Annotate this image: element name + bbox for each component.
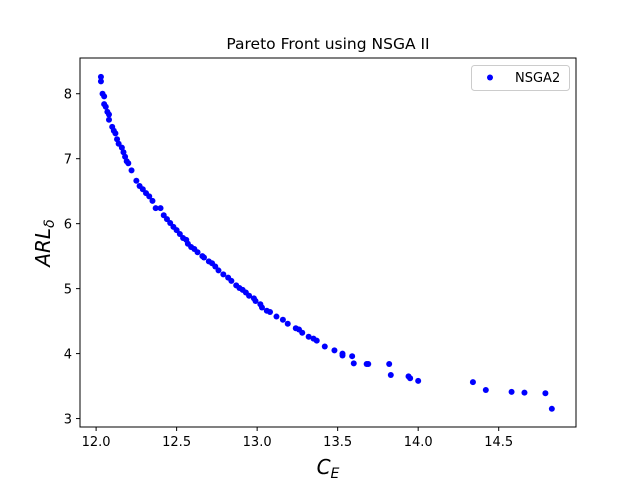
y-axis-label-main: ARL: [31, 228, 55, 269]
data-point: [122, 153, 129, 160]
legend-label: NSGA2: [515, 71, 560, 86]
data-point: [350, 360, 357, 367]
chart-title: Pareto Front using NSGA II: [226, 35, 429, 53]
x-tick-label: 13.0: [243, 435, 272, 450]
data-point: [321, 343, 328, 350]
data-point: [548, 405, 555, 412]
legend: NSGA2: [471, 65, 570, 91]
y-tick-label: 7: [64, 153, 72, 168]
data-point: [105, 111, 112, 118]
data-point: [201, 254, 207, 261]
data-point: [331, 347, 338, 354]
y-axis-ticks: 3 4 5 6 7 8: [64, 88, 80, 428]
data-point: [415, 377, 422, 384]
data-point: [284, 320, 291, 327]
data-point: [133, 177, 140, 184]
data-point: [246, 292, 253, 299]
data-point: [157, 205, 164, 212]
plot-frame: [79, 57, 577, 428]
data-point: [112, 130, 119, 137]
x-axis-label-main: C: [317, 455, 331, 479]
data-point: [194, 249, 201, 256]
x-tick-label: 14.5: [484, 435, 513, 450]
data-point: [152, 205, 159, 212]
x-axis-label-sub: E: [331, 466, 340, 480]
y-tick-label: 5: [64, 283, 72, 298]
y-axis-label: ARLδ: [31, 219, 58, 268]
data-point: [128, 167, 135, 174]
data-points: [97, 73, 555, 412]
data-point: [220, 271, 227, 278]
y-axis-label-sub: δ: [42, 219, 58, 228]
data-point: [97, 73, 104, 80]
data-point: [102, 103, 109, 110]
data-point: [482, 386, 489, 393]
data-point: [114, 136, 121, 143]
x-tick-label: 12.5: [162, 435, 191, 450]
data-point: [508, 388, 515, 395]
y-tick-label: 4: [64, 348, 72, 363]
data-point: [386, 360, 393, 367]
x-tick-label: 14.0: [404, 435, 433, 450]
y-tick-label: 8: [64, 88, 72, 103]
data-point: [252, 297, 259, 304]
data-point: [273, 313, 280, 320]
x-axis-label: CE: [317, 455, 340, 480]
data-point: [407, 375, 414, 382]
data-point: [118, 144, 125, 151]
y-tick-label: 3: [64, 413, 72, 428]
data-point: [349, 353, 356, 360]
data-point: [215, 267, 222, 274]
data-point: [149, 197, 156, 204]
x-tick-label: 12.0: [82, 435, 111, 450]
data-point: [521, 389, 528, 396]
legend-box: [471, 65, 570, 91]
data-point: [387, 372, 394, 379]
y-tick-label: 6: [64, 218, 72, 233]
data-point: [146, 193, 153, 200]
data-point: [105, 116, 112, 123]
data-point: [305, 333, 312, 340]
data-point: [469, 379, 476, 386]
x-tick-label: 13.5: [323, 435, 352, 450]
data-point: [339, 352, 346, 359]
data-point: [279, 316, 286, 323]
data-point: [299, 329, 306, 336]
data-point: [101, 93, 108, 100]
data-point: [120, 149, 127, 156]
data-point: [125, 160, 132, 167]
legend-marker: [487, 74, 493, 81]
data-point: [97, 78, 104, 85]
x-axis-ticks: 12.0 12.5 13.0 13.5 14.0 14.5: [82, 427, 513, 450]
data-point: [365, 360, 372, 367]
data-point: [313, 337, 320, 344]
data-point: [258, 304, 265, 311]
data-point: [228, 277, 235, 284]
data-point: [267, 309, 274, 316]
data-point: [542, 390, 549, 397]
